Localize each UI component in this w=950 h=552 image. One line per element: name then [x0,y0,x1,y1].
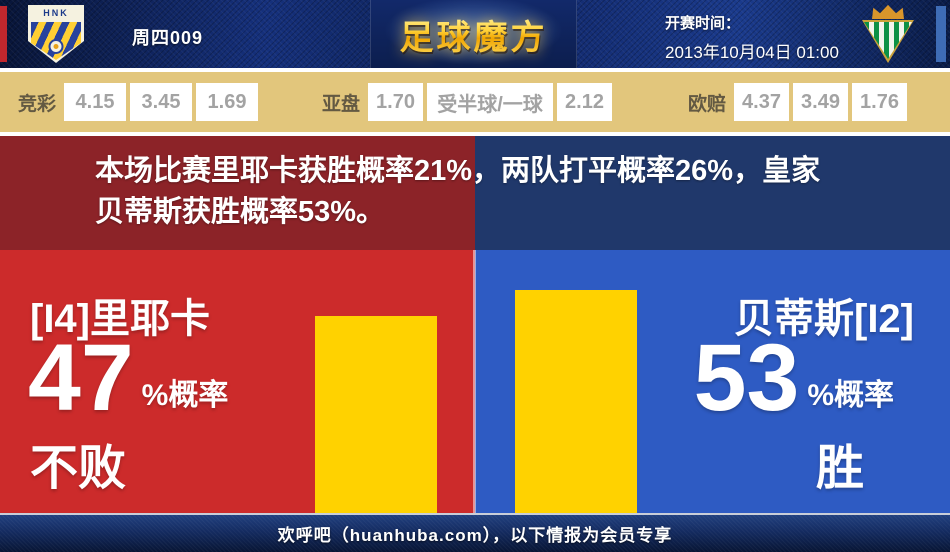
asian-handicap-away-odds: 2.12 [557,83,613,121]
away-probability-number: 53 [693,325,800,431]
footer-banner: 欢呼吧（huanhuba.com），以下情报为会员专享 [0,515,950,552]
summary-text: 本场比赛里耶卡获胜概率21%，两队打平概率26%，皇家 贝蒂斯获胜概率53%。 [95,151,925,233]
match-header: HNK 周四009 足球魔方 开赛时间： 2013年10月04日 01:00 [0,0,950,68]
sports-lottery-draw-odds: 3.45 [130,83,193,121]
site-logo-panel: 足球魔方 [370,0,577,68]
summary-line-2: 贝蒂斯获胜概率53%。 [95,196,386,228]
odds-group-sports-lottery: 竞彩 4.15 3.45 1.69 [18,72,262,132]
asian-handicap-line: 受半球/一球 [427,83,554,121]
rijeka-crest-text: HNK [43,8,69,18]
away-team-name: 贝蒂斯[I2] [734,297,914,341]
home-probability-number: 47 [28,325,134,431]
kickoff-label: 开赛时间： [665,15,741,32]
home-probability: 47 %概率 [28,325,229,431]
away-accent-bar [936,6,946,62]
match-number-label: 周四009 [132,28,204,48]
home-team-name: [I4]里耶卡 [30,297,210,341]
kickoff-datetime: 2013年10月04日 01:00 [665,43,839,62]
asian-handicap-label: 亚盘 [322,93,361,115]
footer-text: 欢呼吧（huanhuba.com），以下情报为会员专享 [277,526,673,545]
away-probability-bar [515,290,637,513]
european-odds-label: 欧赔 [688,93,727,115]
home-probability-suffix: %概率 [141,379,229,412]
home-probability-bar [315,316,437,513]
rijeka-crest-emblem [48,39,64,54]
odds-group-european: 欧赔 4.37 3.49 1.76 [688,72,911,132]
sports-lottery-lose-odds: 1.69 [196,83,259,121]
footer-divider [0,513,950,515]
prediction-panels: [I4]里耶卡 47 %概率 不败 贝蒂斯[I2] 53 %概率 胜 [0,250,950,513]
asian-handicap-home-odds: 1.70 [368,83,424,121]
betis-pennant-stripes [864,22,912,59]
betis-pennant [862,20,914,63]
european-lose-odds: 1.76 [852,83,908,121]
summary-line-1: 本场比赛里耶卡获胜概率21%，两队打平概率26%，皇家 [95,155,821,187]
away-probability: 53 %概率 [693,325,894,431]
away-probability-suffix: %概率 [807,379,894,412]
home-accent-bar [0,6,7,62]
odds-group-asian-handicap: 亚盘 1.70 受半球/一球 2.12 [322,72,616,132]
summary-home-background [0,136,475,250]
odds-bar: 竞彩 4.15 3.45 1.69 亚盘 1.70 受半球/一球 2.12 欧赔… [0,72,950,132]
site-logo: 足球魔方 [400,10,548,59]
sports-lottery-win-odds: 4.15 [64,83,127,121]
betis-crest-icon [862,4,914,64]
sports-lottery-label: 竞彩 [18,93,57,115]
european-draw-odds: 3.49 [793,83,849,121]
summary-away-background [475,136,950,250]
rijeka-crest-icon: HNK [28,5,84,63]
betis-crown-icon [872,4,904,19]
home-outcome-label: 不败 [30,442,127,495]
summary-banner: 本场比赛里耶卡获胜概率21%，两队打平概率26%，皇家 贝蒂斯获胜概率53%。 [0,136,950,250]
away-outcome-label: 胜 [815,442,864,495]
panel-divider [473,250,476,513]
kickoff-info: 开赛时间： 2013年10月04日 01:00 [665,12,839,63]
european-win-odds: 4.37 [734,83,790,121]
